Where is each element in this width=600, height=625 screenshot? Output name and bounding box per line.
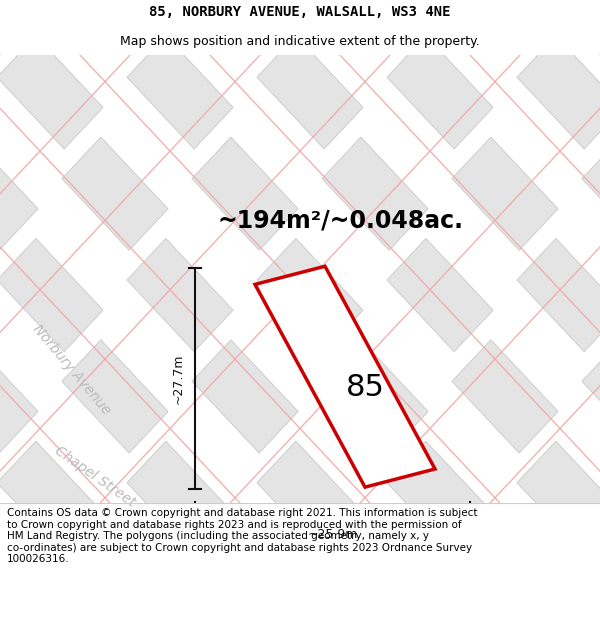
Polygon shape [255,266,435,487]
Text: ~27.7m: ~27.7m [172,354,185,404]
Polygon shape [0,0,38,48]
Polygon shape [192,0,298,48]
Polygon shape [127,239,233,352]
Polygon shape [517,441,600,554]
Polygon shape [257,239,363,352]
Text: Chapel Street: Chapel Street [52,444,138,509]
Polygon shape [0,441,103,554]
Text: 85, NORBURY AVENUE, WALSALL, WS3 4NE: 85, NORBURY AVENUE, WALSALL, WS3 4NE [149,5,451,19]
Polygon shape [322,0,428,48]
Polygon shape [0,36,103,149]
Polygon shape [192,137,298,250]
Text: 85: 85 [346,373,385,402]
Polygon shape [192,340,298,453]
Polygon shape [0,137,38,250]
Polygon shape [127,441,233,554]
Polygon shape [452,137,558,250]
Polygon shape [257,441,363,554]
Text: Contains OS data © Crown copyright and database right 2021. This information is : Contains OS data © Crown copyright and d… [7,508,478,564]
Polygon shape [387,441,493,554]
Polygon shape [452,340,558,453]
Polygon shape [387,239,493,352]
Text: ~194m²/~0.048ac.: ~194m²/~0.048ac. [217,208,463,232]
Polygon shape [322,137,428,250]
Polygon shape [582,0,600,48]
Polygon shape [517,239,600,352]
Polygon shape [62,0,168,48]
Polygon shape [62,137,168,250]
Polygon shape [0,239,103,352]
Polygon shape [257,36,363,149]
Polygon shape [62,340,168,453]
Polygon shape [452,0,558,48]
Polygon shape [517,36,600,149]
Polygon shape [582,340,600,453]
Polygon shape [387,36,493,149]
Polygon shape [0,340,38,453]
Polygon shape [127,36,233,149]
Polygon shape [582,137,600,250]
Text: Norbury Avenue: Norbury Avenue [31,322,113,418]
Polygon shape [322,340,428,453]
Text: Map shows position and indicative extent of the property.: Map shows position and indicative extent… [120,35,480,48]
Text: ~25.9m: ~25.9m [307,528,358,541]
